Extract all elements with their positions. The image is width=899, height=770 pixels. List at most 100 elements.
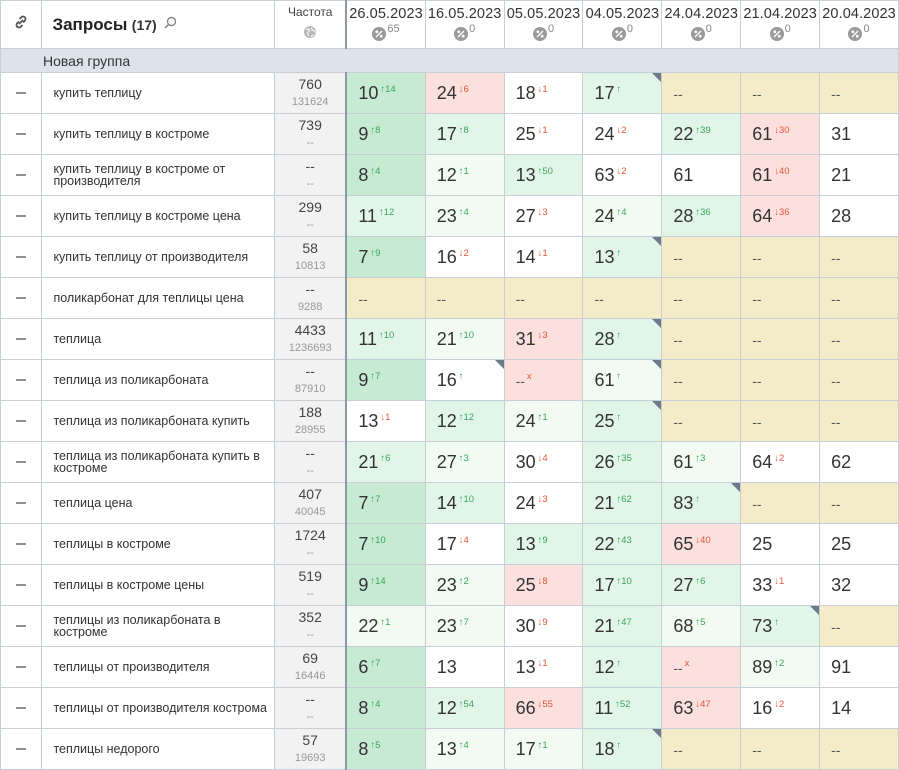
position-cell[interactable]: 14 ↑10	[424, 482, 505, 524]
position-cell[interactable]: --	[819, 400, 899, 442]
date-column-header[interactable]: 05.05.2023 0	[503, 0, 584, 49]
position-cell[interactable]: 25 ↑	[582, 400, 663, 442]
position-cell[interactable]: --	[740, 72, 821, 114]
position-cell[interactable]: 12 ↑	[582, 646, 663, 688]
position-cell[interactable]: 61 ↓40	[740, 154, 821, 196]
position-cell[interactable]: 27 ↑6	[661, 564, 742, 606]
position-cell[interactable]: 13 ↓1	[345, 400, 426, 442]
position-cell[interactable]: 13 ↓1	[503, 646, 584, 688]
position-cell[interactable]: 66 ↓55	[503, 687, 584, 729]
position-cell[interactable]: 7 ↑9	[345, 236, 426, 278]
query-text[interactable]: теплицы в костроме цены	[41, 564, 276, 606]
queries-header[interactable]: Запросы (17)	[41, 0, 276, 49]
position-cell[interactable]: 7 ↑10	[345, 523, 426, 565]
position-cell[interactable]: 25 ↓8	[503, 564, 584, 606]
position-cell[interactable]: 11 ↑52	[582, 687, 663, 729]
position-cell[interactable]: 16 ↓2	[740, 687, 821, 729]
table-row[interactable]: купить теплицу в костроме цена 299 -- 11 ↑12…	[0, 195, 899, 237]
position-cell[interactable]: 24 ↓3	[503, 482, 584, 524]
query-text[interactable]: купить теплицу	[41, 72, 276, 114]
position-cell[interactable]: --	[740, 318, 821, 360]
position-cell[interactable]: 13 ↑4	[424, 728, 505, 770]
collapse-toggle[interactable]	[0, 154, 43, 196]
search-icon[interactable]	[164, 16, 177, 34]
table-row[interactable]: купить теплицу от производителя 58 10813 7 ↑…	[0, 236, 899, 278]
position-cell[interactable]: 22 ↑39	[661, 113, 742, 155]
percent-badge[interactable]: 0	[454, 23, 475, 43]
position-cell[interactable]: 8 ↑4	[345, 154, 426, 196]
position-cell[interactable]: --	[740, 236, 821, 278]
position-cell[interactable]: 10 ↑14	[345, 72, 426, 114]
position-cell[interactable]: --	[819, 318, 899, 360]
position-cell[interactable]: 61	[661, 154, 742, 196]
position-cell[interactable]: 21 ↑10	[424, 318, 505, 360]
position-cell[interactable]: 63 ↓2	[582, 154, 663, 196]
position-cell[interactable]: -- x	[661, 646, 742, 688]
position-cell[interactable]: 25 ↓1	[503, 113, 584, 155]
position-cell[interactable]: 13 ↑50	[503, 154, 584, 196]
position-cell[interactable]: --	[740, 728, 821, 770]
table-row[interactable]: теплица 4433 1236693 11 ↑10 21 ↑10 31 ↓3 28 ↑ -- -- -…	[0, 318, 899, 360]
position-cell[interactable]: 24 ↓6	[424, 72, 505, 114]
position-cell[interactable]: 24 ↓2	[582, 113, 663, 155]
query-text[interactable]: теплица из поликарбоната	[41, 359, 276, 401]
position-cell[interactable]: 23 ↑7	[424, 605, 505, 647]
link-icon[interactable]	[0, 0, 43, 49]
position-cell[interactable]: 13 ↑	[582, 236, 663, 278]
position-cell[interactable]: 63 ↓47	[661, 687, 742, 729]
query-text[interactable]: купить теплицу в костроме	[41, 113, 276, 155]
collapse-toggle[interactable]	[0, 687, 43, 729]
query-text[interactable]: теплицы из поликарбоната в костроме	[41, 605, 276, 647]
position-cell[interactable]: --	[819, 728, 899, 770]
position-cell[interactable]: 28	[819, 195, 899, 237]
position-cell[interactable]: --	[503, 277, 584, 319]
position-cell[interactable]: 17 ↑1	[503, 728, 584, 770]
position-cell[interactable]: 17 ↑	[582, 72, 663, 114]
position-cell[interactable]: 30 ↓9	[503, 605, 584, 647]
position-cell[interactable]: 25	[740, 523, 821, 565]
position-cell[interactable]: 73 ↑	[740, 605, 821, 647]
position-cell[interactable]: 89 ↑2	[740, 646, 821, 688]
collapse-toggle[interactable]	[0, 646, 43, 688]
table-row[interactable]: поликарбонат для теплицы цена -- 9288 -- -- -…	[0, 277, 899, 319]
position-cell[interactable]: --	[582, 277, 663, 319]
position-cell[interactable]: --	[661, 72, 742, 114]
position-cell[interactable]: 12 ↑12	[424, 400, 505, 442]
table-row[interactable]: теплицы от производителя 69 16446 6 ↑7 13 13 ↓1…	[0, 646, 899, 688]
percent-badge[interactable]: 0	[611, 23, 633, 43]
position-cell[interactable]: 61 ↑	[582, 359, 663, 401]
position-cell[interactable]: 68 ↑5	[661, 605, 742, 647]
query-text[interactable]: теплицы от производителя	[41, 646, 276, 688]
position-cell[interactable]: 18 ↓1	[503, 72, 584, 114]
percent-badge[interactable]: 0	[532, 23, 554, 43]
position-cell[interactable]: --	[661, 359, 742, 401]
position-cell[interactable]: --	[819, 236, 899, 278]
position-cell[interactable]: 13 ↑9	[503, 523, 584, 565]
position-cell[interactable]: 31	[819, 113, 899, 155]
position-cell[interactable]: --	[819, 605, 899, 647]
collapse-toggle[interactable]	[0, 441, 43, 483]
query-text[interactable]: купить теплицу в костроме от производите…	[41, 154, 276, 196]
table-row[interactable]: теплицы в костроме 1724 -- 7 ↑10 17 ↓4 13 ↑9 22 ↑4…	[0, 523, 899, 565]
collapse-toggle[interactable]	[0, 605, 43, 647]
collapse-toggle[interactable]	[0, 482, 43, 524]
table-row[interactable]: купить теплицу в костроме от производите…	[0, 154, 899, 196]
collapse-toggle[interactable]	[0, 277, 43, 319]
table-row[interactable]: теплица из поликарбоната купить в костро…	[0, 441, 899, 483]
position-cell[interactable]: --	[740, 359, 821, 401]
query-text[interactable]: купить теплицу от производителя	[41, 236, 276, 278]
query-text[interactable]: теплица	[41, 318, 276, 360]
table-row[interactable]: теплицы от производителя кострома -- -- 8 ↑4…	[0, 687, 899, 729]
position-cell[interactable]: 16 ↑	[424, 359, 505, 401]
position-cell[interactable]: --	[740, 482, 821, 524]
position-cell[interactable]: 91	[819, 646, 899, 688]
frequency-header[interactable]: Частота	[274, 0, 347, 49]
table-row[interactable]: теплицы в костроме цены 519 -- 9 ↑14 23 ↑2 25 ↓8…	[0, 564, 899, 606]
position-cell[interactable]: 8 ↑4	[345, 687, 426, 729]
position-cell[interactable]: 12 ↑54	[424, 687, 505, 729]
position-cell[interactable]: 23 ↑2	[424, 564, 505, 606]
collapse-toggle[interactable]	[0, 236, 43, 278]
table-row[interactable]: теплица из поликарбоната -- 87910 9 ↑7 16 ↑ -- x…	[0, 359, 899, 401]
position-cell[interactable]: 30 ↓4	[503, 441, 584, 483]
collapse-toggle[interactable]	[0, 113, 43, 155]
